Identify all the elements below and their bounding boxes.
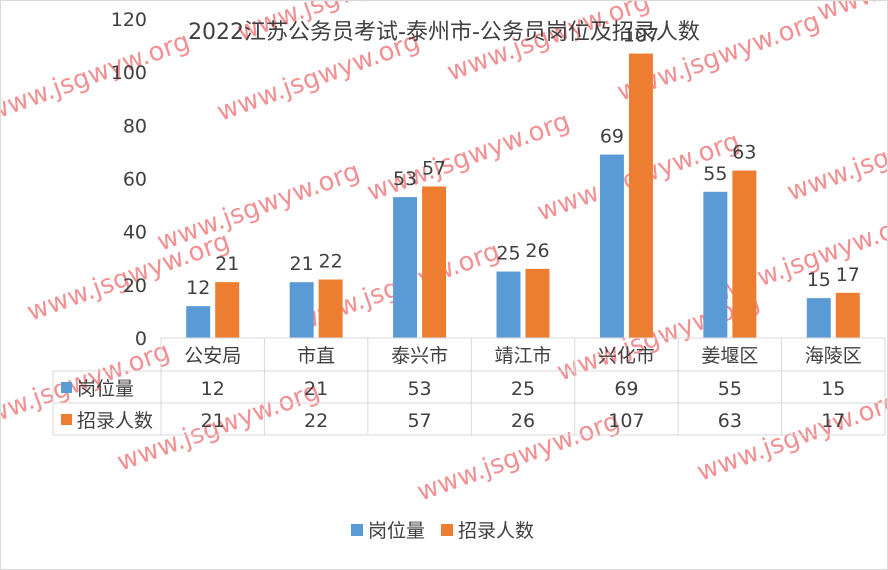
data-label: 55 xyxy=(703,163,727,185)
category-label: 公安局 xyxy=(184,345,241,367)
y-tick-label: 40 xyxy=(123,222,147,244)
category-label: 靖江市 xyxy=(494,345,551,367)
bar-hires-6 xyxy=(835,292,860,338)
category-label: 姜堰区 xyxy=(701,345,758,367)
table-cell: 12 xyxy=(201,378,225,400)
data-label: 21 xyxy=(215,253,239,275)
bar-hires-5 xyxy=(732,170,757,338)
data-label: 107 xyxy=(623,25,659,47)
bar-positions-4 xyxy=(599,154,624,338)
table-legend-key xyxy=(61,414,72,425)
legend-label: 岗位量 xyxy=(368,520,425,542)
table-cell: 22 xyxy=(304,410,328,432)
table-cell: 55 xyxy=(718,378,742,400)
data-label: 69 xyxy=(600,126,624,148)
category-label: 泰兴市 xyxy=(391,345,448,367)
y-tick-label: 80 xyxy=(123,115,147,137)
bar-positions-0 xyxy=(186,306,211,338)
y-tick-label: 100 xyxy=(111,62,147,84)
data-label: 12 xyxy=(186,277,210,299)
legend-label: 招录人数 xyxy=(458,520,534,542)
bar-positions-1 xyxy=(289,282,314,338)
bar-hires-2 xyxy=(422,186,447,338)
legend-swatch xyxy=(441,524,453,536)
table-cell: 107 xyxy=(608,410,644,432)
table-cell: 57 xyxy=(407,410,431,432)
bar-positions-3 xyxy=(496,271,521,338)
bar-positions-6 xyxy=(806,298,831,338)
data-label: 22 xyxy=(319,251,343,273)
table-cell: 21 xyxy=(201,410,225,432)
bar-hires-3 xyxy=(525,268,550,338)
watermark-text: www.jsgwyw.org xyxy=(1,26,194,127)
category-label: 海陵区 xyxy=(805,345,862,367)
y-tick-label: 120 xyxy=(111,9,147,31)
data-label: 57 xyxy=(422,157,446,179)
watermark-text: www.jsgwyw.org xyxy=(813,1,887,28)
table-cell: 21 xyxy=(304,378,328,400)
data-label: 63 xyxy=(732,142,756,164)
watermark-text: www.jsgwyw.org xyxy=(363,106,574,207)
table-cell: 17 xyxy=(821,410,845,432)
category-label: 兴化市 xyxy=(598,345,655,367)
watermark-text: www.jsgwyw.org xyxy=(693,386,887,487)
data-label: 21 xyxy=(290,253,314,275)
bar-hires-4 xyxy=(628,53,653,338)
y-axis: 0 20 40 60 80 100 120 xyxy=(111,9,147,350)
table-cell: 25 xyxy=(511,378,535,400)
bar-hires-0 xyxy=(215,282,240,338)
table-legend-key xyxy=(61,382,72,393)
table-cell: 15 xyxy=(821,378,845,400)
table-cell: 26 xyxy=(511,410,535,432)
data-label: 15 xyxy=(807,269,831,291)
table-cell: 53 xyxy=(407,378,431,400)
bar-positions-5 xyxy=(703,191,728,338)
data-label: 26 xyxy=(525,240,549,262)
table-series-name: 招录人数 xyxy=(77,410,153,432)
y-tick-label: 20 xyxy=(123,275,147,297)
table-series-name: 岗位量 xyxy=(77,378,134,400)
y-tick-label: 0 xyxy=(135,328,147,350)
bar-hires-1 xyxy=(318,279,343,338)
data-label: 17 xyxy=(836,264,860,286)
category-label: 市直 xyxy=(297,345,335,367)
legend-swatch xyxy=(351,524,363,536)
chart-title: 2022江苏公务员考试-泰州市-公务员岗位及招录人数 xyxy=(188,20,700,45)
watermark-text: www.jsgwyw.org xyxy=(783,106,887,207)
table-cell: 69 xyxy=(614,378,638,400)
bar-positions-2 xyxy=(393,197,418,338)
data-label: 53 xyxy=(393,168,417,190)
legend: 岗位量 招录人数 xyxy=(351,520,534,542)
table-cell: 63 xyxy=(718,410,742,432)
data-label: 25 xyxy=(496,243,520,265)
y-tick-label: 60 xyxy=(123,169,147,191)
